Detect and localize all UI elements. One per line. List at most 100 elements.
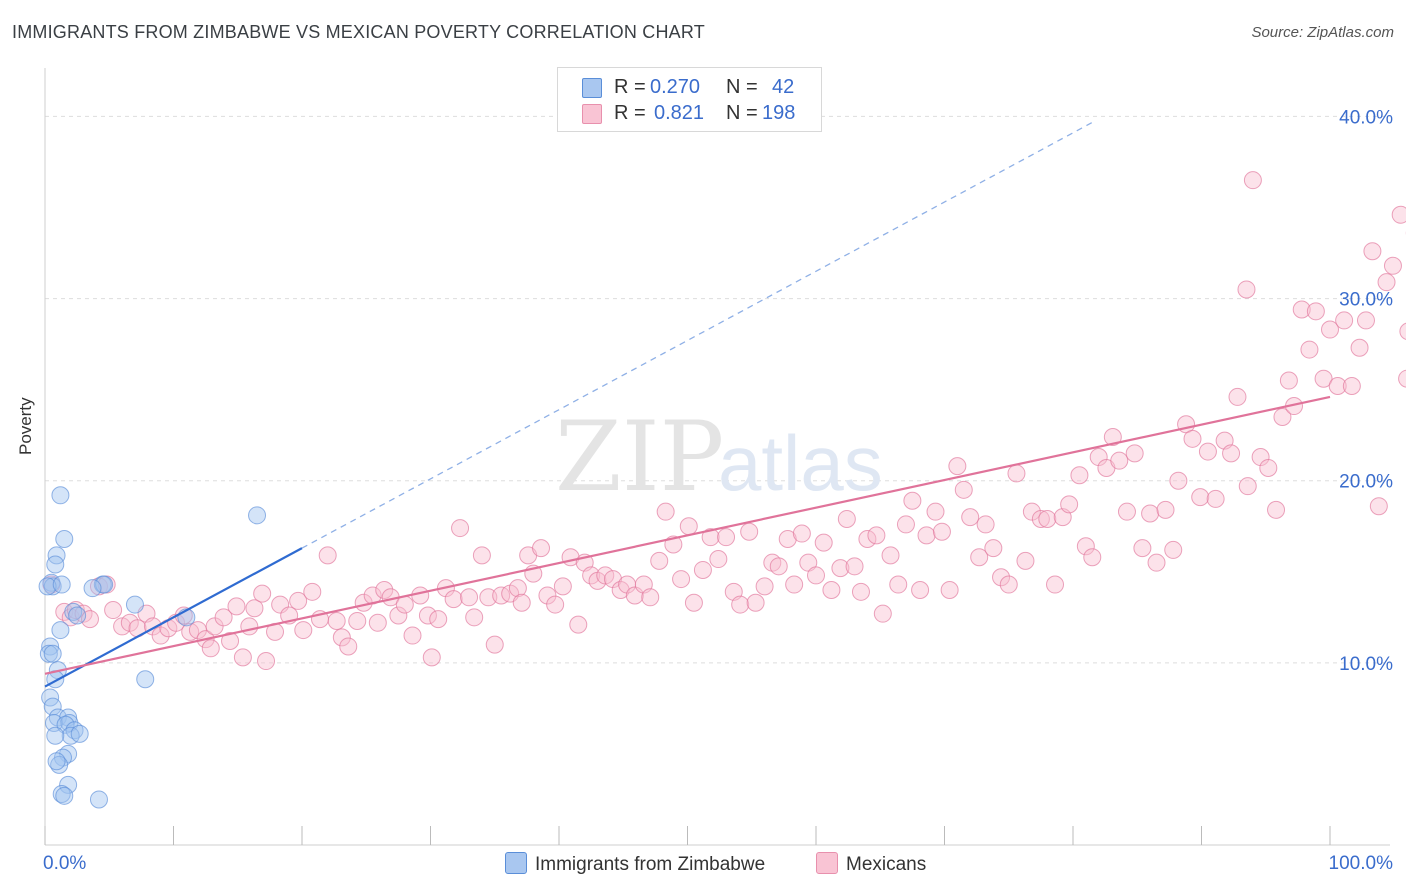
stats-legend: R = 0.270 N = 42 R = 0.821 N = 198 xyxy=(557,67,822,132)
mexicans-point xyxy=(233,648,252,667)
axes xyxy=(44,68,1390,846)
mexicans-point xyxy=(917,526,936,545)
mexicans-point xyxy=(684,593,703,612)
legend-n-value-mexicans: 198 xyxy=(762,102,796,124)
y-tick-label: 20.0% xyxy=(1339,472,1393,493)
zimbabwe-point xyxy=(44,713,63,732)
mexicans-point xyxy=(245,599,264,618)
mexicans-point xyxy=(911,581,930,599)
mexicans-point xyxy=(460,588,479,607)
zimbabwe-point xyxy=(46,726,65,745)
mexicans-point xyxy=(451,519,470,538)
bottom-legend-swatch-zimbabwe xyxy=(505,852,527,874)
zimbabwe-point xyxy=(61,726,80,745)
mexicans-point xyxy=(1383,256,1402,275)
zimbabwe-point xyxy=(248,506,267,525)
zimbabwe-point xyxy=(43,644,62,663)
mexicans-point xyxy=(1273,407,1292,426)
mexicans-point xyxy=(940,581,959,599)
mexicans-point xyxy=(822,581,841,599)
mexicans-point xyxy=(731,595,750,614)
source-label: Source: ZipAtlas.com xyxy=(1251,24,1394,41)
mexicans-point xyxy=(1350,338,1369,357)
mexicans-point xyxy=(403,626,422,645)
mexicans-point xyxy=(444,590,463,609)
zimbabwe-point xyxy=(55,786,74,805)
zimbabwe-point xyxy=(55,530,74,548)
mexicans-point xyxy=(1300,340,1319,359)
mexicans-point xyxy=(807,566,825,585)
mexicans-point xyxy=(1292,300,1311,319)
mexicans-point xyxy=(896,515,915,534)
mexicans-point xyxy=(418,606,437,625)
mexicans-point xyxy=(1206,489,1225,508)
legend-r-value-mexicans: 0.821 xyxy=(654,102,705,124)
mexicans-point xyxy=(785,575,804,594)
zimbabwe-point xyxy=(52,785,71,803)
mexicans-point xyxy=(961,508,980,527)
chart-title: IMMIGRANTS FROM ZIMBABWE VS MEXICAN POVE… xyxy=(12,22,705,42)
mexicans-point xyxy=(932,522,951,541)
mexicans-point xyxy=(837,509,856,528)
bottom-legend-swatch-mexicans xyxy=(816,852,838,874)
legend-r-value-zimbabwe: 0.270 xyxy=(650,76,701,98)
mexicans-point xyxy=(1399,322,1406,341)
mexicans-point xyxy=(472,546,491,565)
zimbabwe-point xyxy=(38,577,57,596)
mexicans-point xyxy=(253,584,272,603)
mexicans-point xyxy=(1022,502,1041,521)
mexicans-point xyxy=(709,550,728,569)
legend-n-label: N = xyxy=(726,76,758,98)
mexicans-point xyxy=(851,582,870,601)
mexicans-point xyxy=(976,515,995,534)
mexicans-point xyxy=(740,522,759,541)
zimbabwe-point xyxy=(89,790,108,809)
mexicans-point xyxy=(650,551,669,570)
bottom-legend-mexicans: Mexicans xyxy=(816,852,926,876)
zimbabwe-point xyxy=(39,644,58,663)
mexicans-point xyxy=(672,570,691,589)
mexicans-point xyxy=(214,608,233,627)
mexicans-point xyxy=(769,557,788,576)
zimbabwe-points xyxy=(38,486,267,809)
mexicans-point xyxy=(1031,509,1050,528)
mexicans-point xyxy=(1133,539,1152,558)
mexicans-point xyxy=(1060,495,1079,514)
mexicans-point xyxy=(1117,502,1136,521)
mexicans-point xyxy=(465,608,484,627)
y-tick-label: 10.0% xyxy=(1339,654,1393,675)
mexicans-point xyxy=(867,526,886,545)
mexicans-point xyxy=(1237,280,1256,299)
mexicans-point xyxy=(389,606,408,625)
mexicans-point xyxy=(1243,171,1262,190)
mexicans-point xyxy=(104,601,123,620)
mexicans-point xyxy=(1356,311,1375,330)
mexicans-point xyxy=(546,595,565,614)
zimbabwe-point xyxy=(52,575,71,594)
mexicans-point xyxy=(227,597,246,616)
mexicans-point xyxy=(1222,444,1241,463)
zimbabwe-point xyxy=(47,546,66,565)
mexicans-point xyxy=(1156,500,1175,519)
mexicans-point xyxy=(999,575,1018,594)
mexicans-point xyxy=(701,528,720,547)
watermark: ZIP atlas xyxy=(555,401,883,513)
y-tick-label: 30.0% xyxy=(1339,290,1393,311)
mexicans-point xyxy=(553,577,572,596)
zimbabwe-point xyxy=(43,577,62,596)
mexicans-point xyxy=(289,591,308,610)
zimbabwe-point xyxy=(46,555,65,574)
tick-labels: 10.0% 20.0% 30.0% 40.0% 0.0% 100.0% xyxy=(43,107,1393,874)
y-axis-title: Poverty xyxy=(16,397,35,455)
mexicans-point xyxy=(717,528,736,547)
mexicans-point xyxy=(1391,205,1406,224)
mexicans-point xyxy=(1191,488,1210,507)
mexicans-point xyxy=(903,491,922,510)
mexicans-point xyxy=(327,611,346,630)
mexicans-point xyxy=(881,546,900,565)
mexicans-point xyxy=(508,579,527,598)
zimbabwe-point xyxy=(51,486,70,505)
mexicans-point xyxy=(1306,302,1325,321)
mexicans-point xyxy=(679,517,698,536)
